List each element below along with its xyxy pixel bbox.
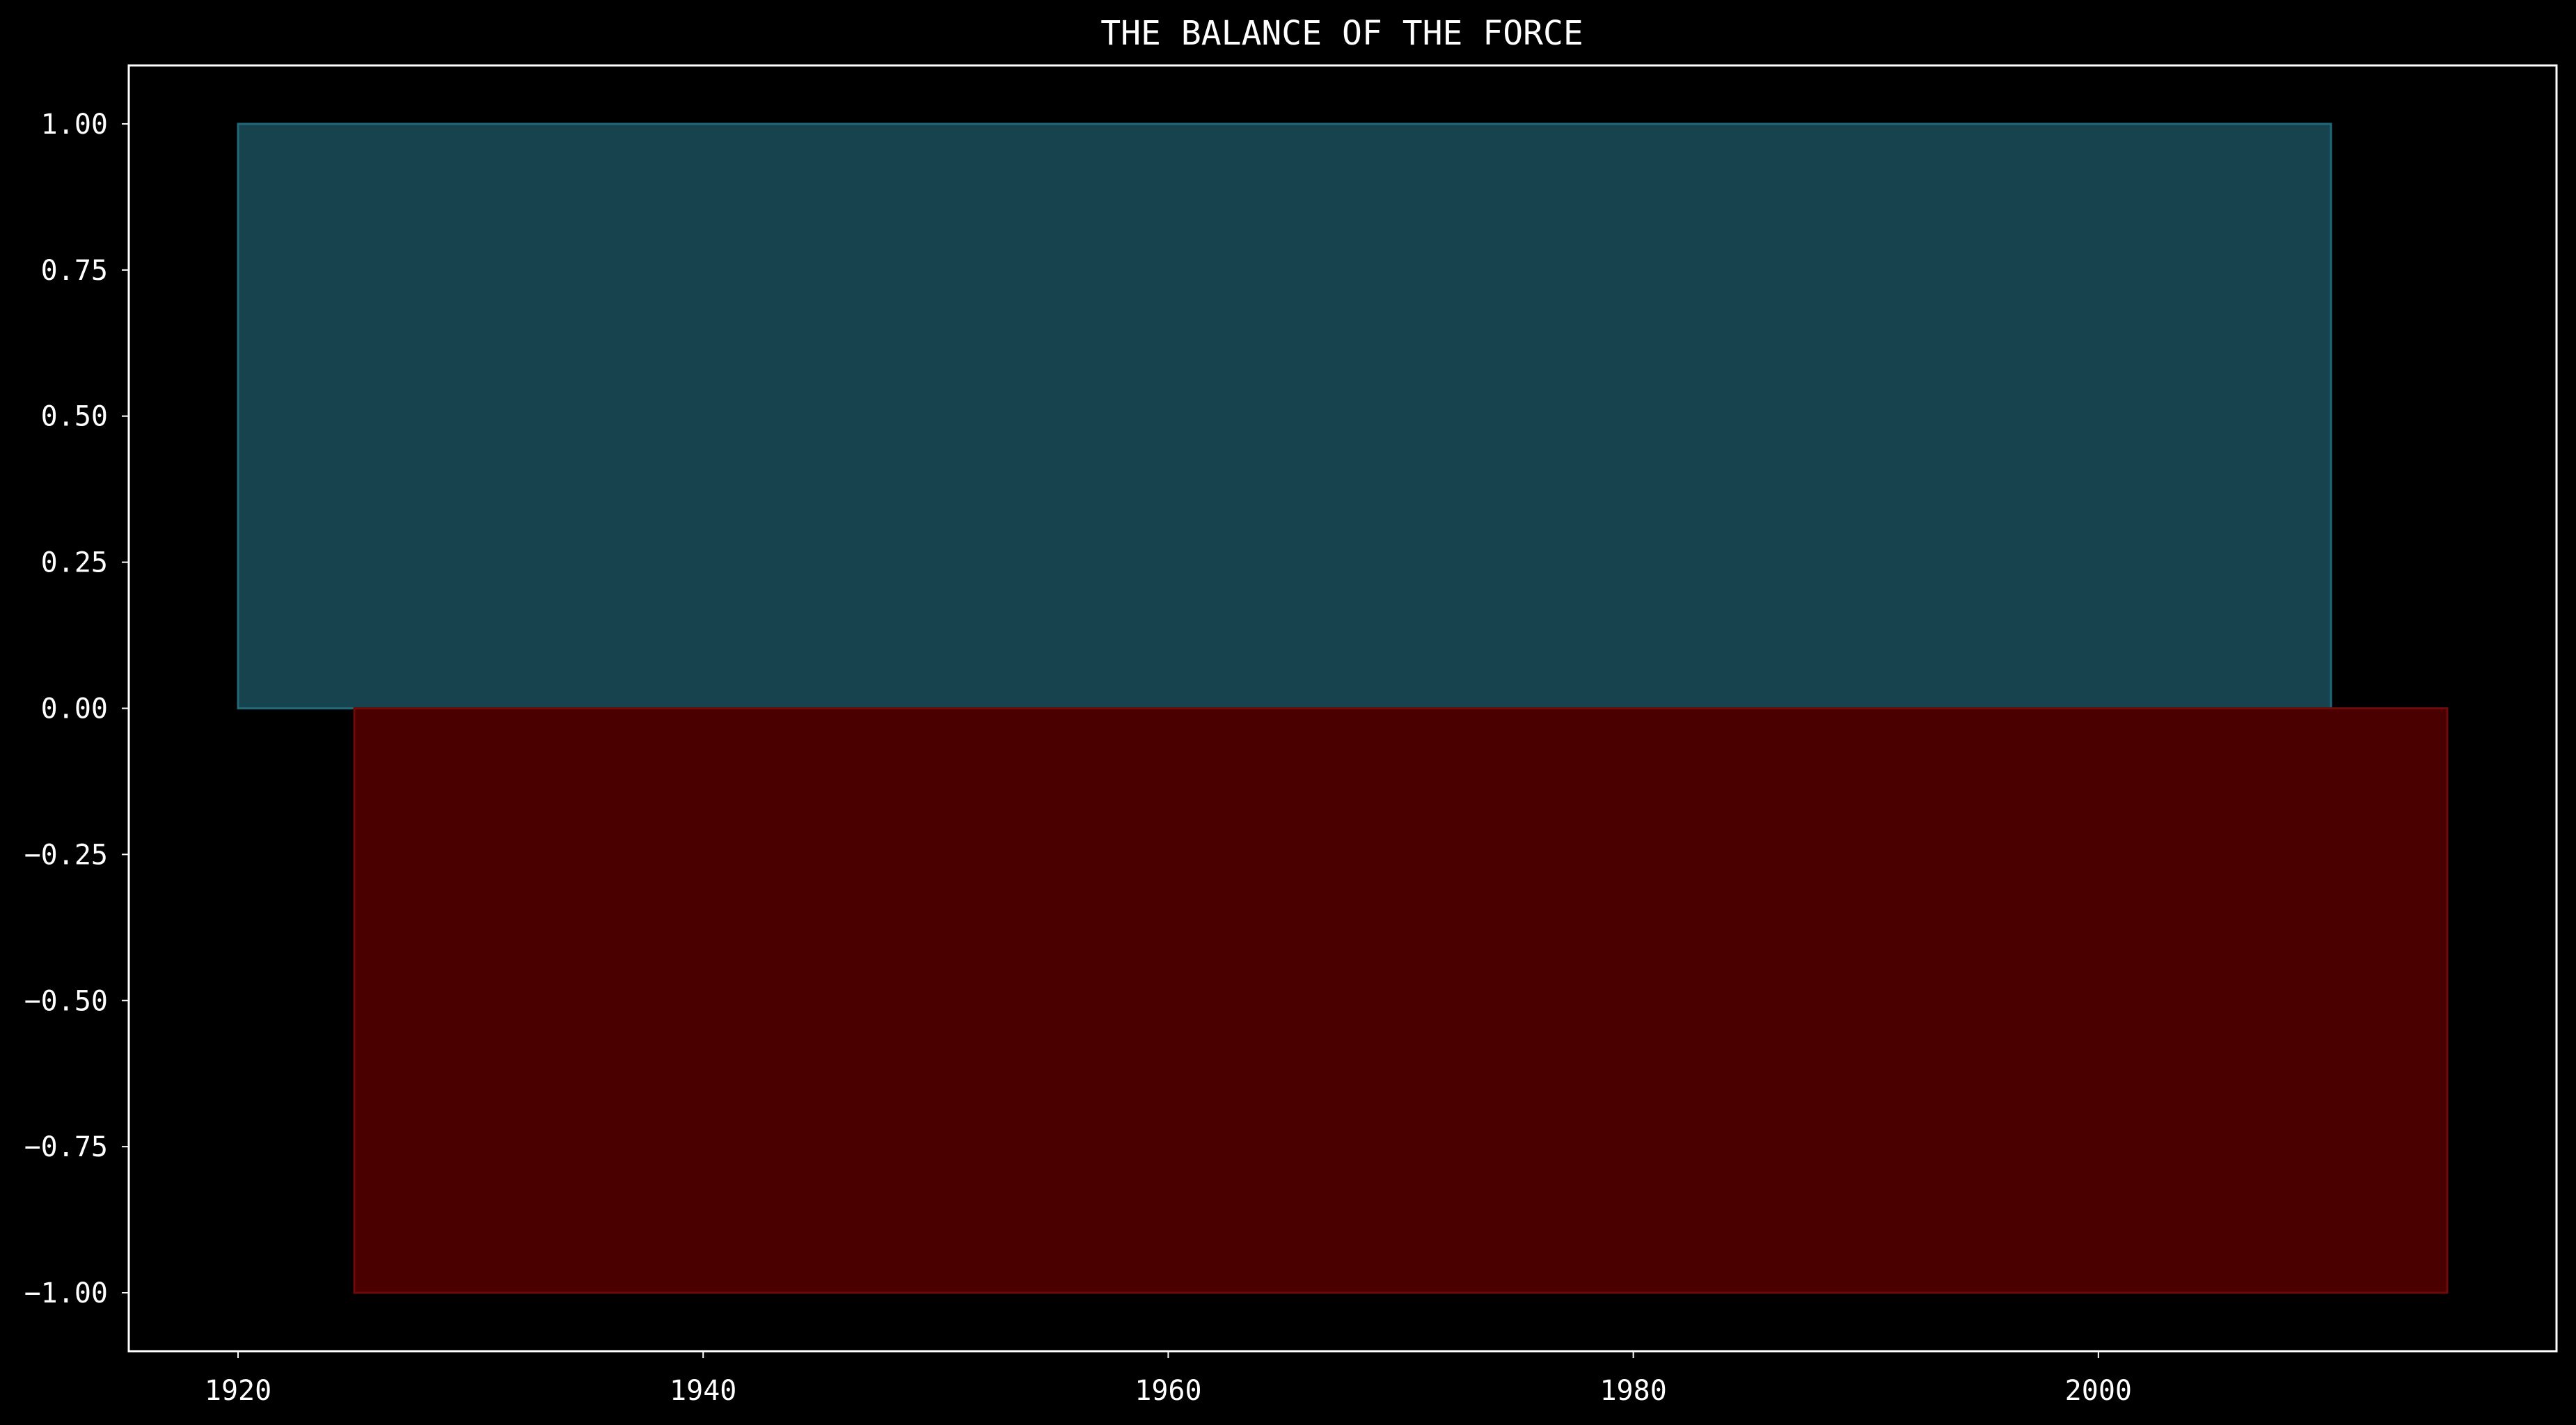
plot-frame [127, 64, 2558, 1353]
x-tick-label: 1920 [205, 1375, 271, 1407]
x-tick-label: 1980 [1599, 1375, 1666, 1407]
y-tick-label: −0.50 [24, 985, 108, 1017]
bar-0 [237, 123, 2332, 710]
y-tick-label: −1.00 [24, 1277, 108, 1309]
y-tick-label: 0.50 [41, 401, 108, 433]
x-tick-label: 2000 [2065, 1375, 2132, 1407]
y-tick-label: −0.75 [24, 1131, 108, 1163]
x-tick-label: 1940 [670, 1375, 736, 1407]
x-tick-label: 1960 [1135, 1375, 1201, 1407]
y-tick-label: 0.25 [41, 547, 108, 579]
y-tick-label: −0.25 [24, 839, 108, 871]
bars-layer [237, 123, 2449, 1294]
ticks-layer: 1920 1940 1960 1980 2000 1.00 0.75 0.50 0.25 0.00… [24, 109, 2132, 1407]
chart-title: THE BALANCE OF THE FORCE [1100, 14, 1583, 53]
y-tick-label: 0.00 [41, 693, 108, 725]
y-tick-label: 0.75 [41, 255, 108, 287]
bar-1 [353, 707, 2449, 1294]
y-tick-label: 1.00 [41, 109, 108, 141]
